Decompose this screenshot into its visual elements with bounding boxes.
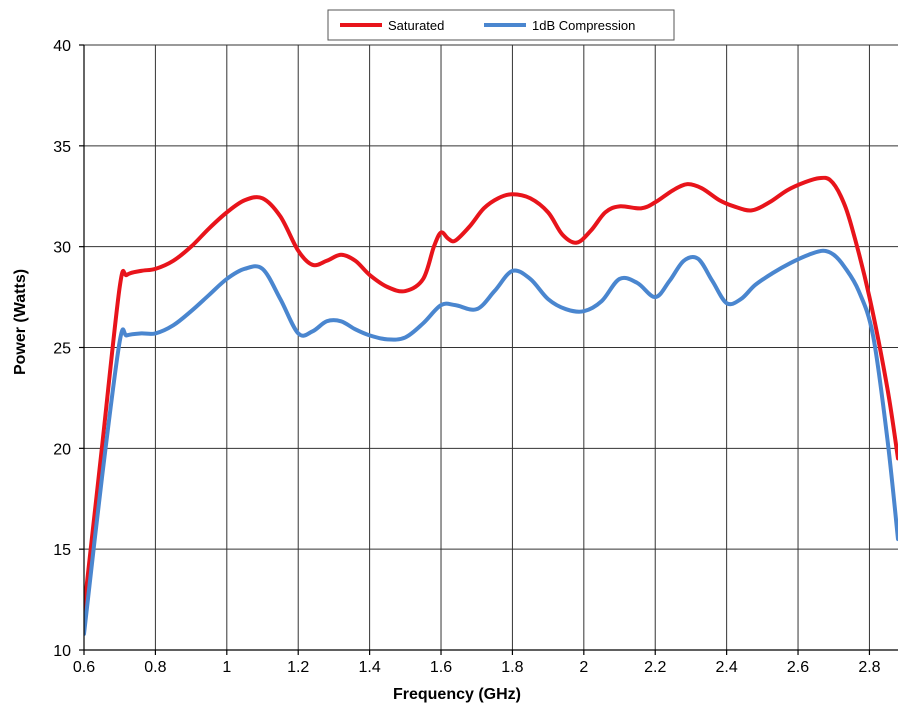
- grid: [83, 44, 898, 651]
- y-tick-label: 30: [53, 240, 71, 257]
- x-tick-label: 0.6: [73, 659, 95, 676]
- x-tick-label: 2.6: [787, 659, 809, 676]
- x-tick-label: 1.2: [287, 659, 309, 676]
- x-tick-label: 2.2: [644, 659, 666, 676]
- y-tick-label: 35: [53, 139, 71, 156]
- series-line-saturated: [84, 175, 898, 612]
- x-tick-label: 2.8: [858, 659, 880, 676]
- y-tick-label: 25: [53, 341, 71, 358]
- x-tick-label: 1.4: [358, 659, 380, 676]
- y-tick-label: 20: [53, 441, 71, 458]
- legend-label-1db-compression: 1dB Compression: [532, 18, 635, 33]
- series-layer: [84, 175, 898, 636]
- x-axis-title: Frequency (GHz): [393, 686, 521, 703]
- x-tick-label: 0.8: [144, 659, 166, 676]
- y-tick-label: 40: [53, 38, 71, 55]
- x-tick-label: 1.6: [430, 659, 452, 676]
- axes: [79, 44, 898, 655]
- x-tick-label: 2: [579, 659, 588, 676]
- y-tick-label: 10: [53, 643, 71, 660]
- tick-labels: 0.6 0.8 1 1.2 1.4 1.6 1.8 2 2.2 2.4 2.6 2.8 10 15 20 25…: [53, 38, 880, 676]
- legend-label-saturated: Saturated: [388, 18, 444, 33]
- x-tick-label: 1: [222, 659, 231, 676]
- y-axis-title: Power (Watts): [12, 269, 29, 375]
- x-tick-label: 1.8: [501, 659, 523, 676]
- legend: Saturated 1dB Compression: [327, 9, 675, 41]
- y-tick-label: 15: [53, 542, 71, 559]
- x-tick-label: 2.4: [716, 659, 738, 676]
- series-line-1db-compression: [84, 248, 898, 636]
